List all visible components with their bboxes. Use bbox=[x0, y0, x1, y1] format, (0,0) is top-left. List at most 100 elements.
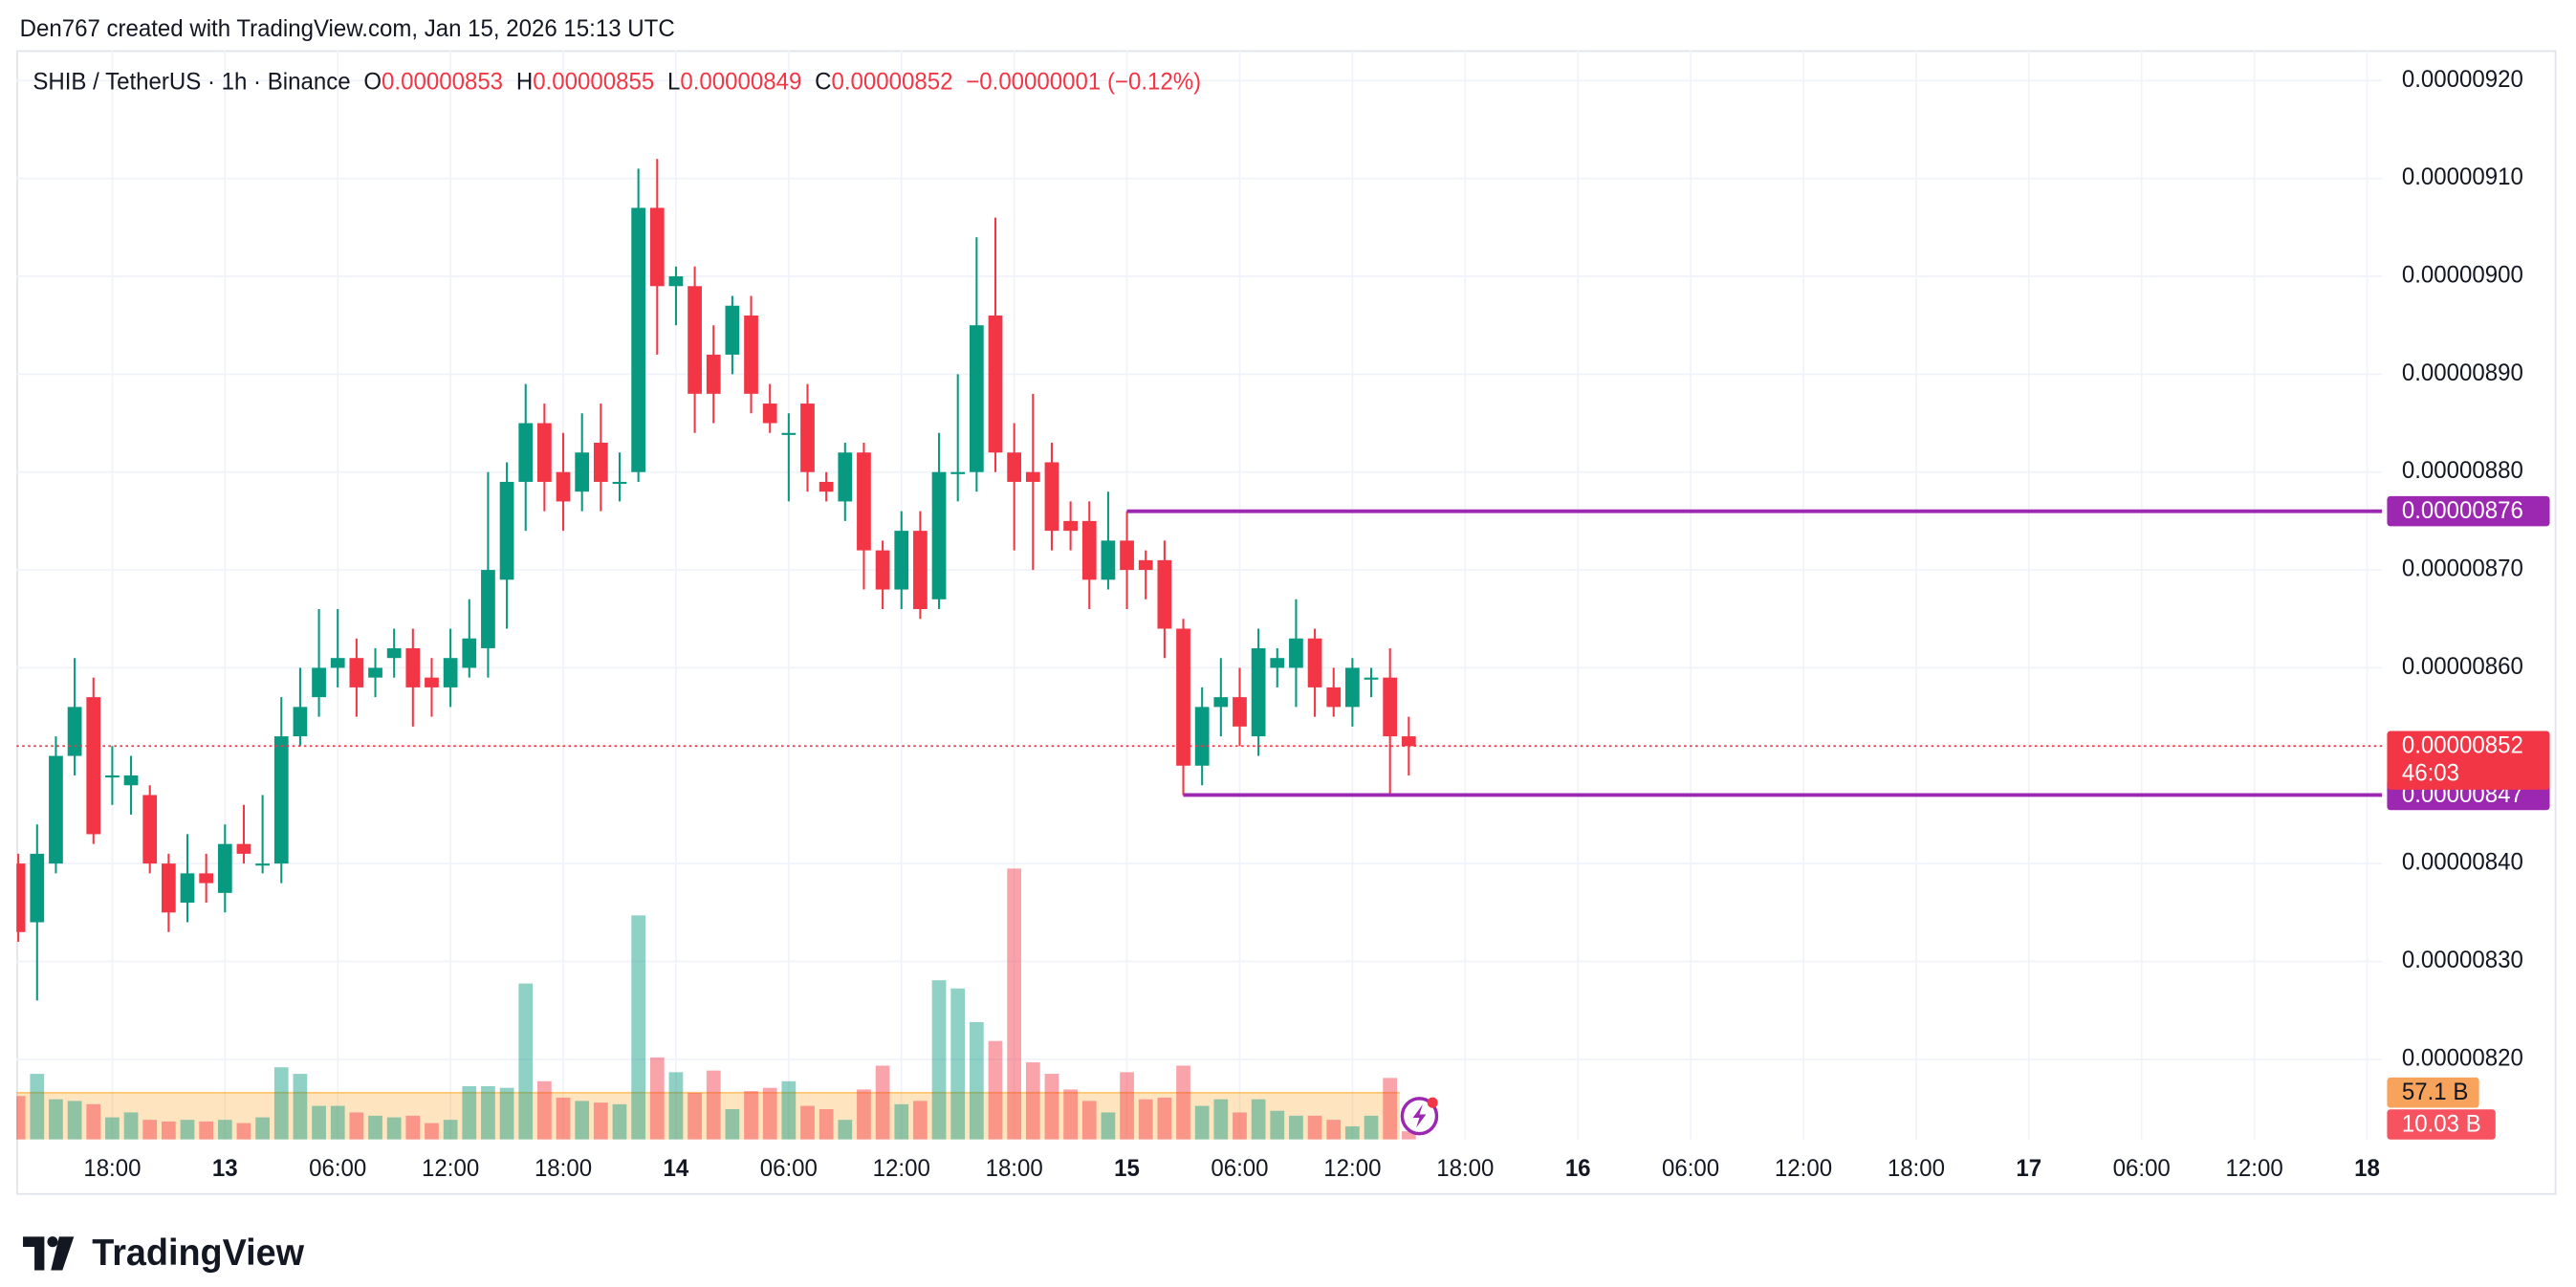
volume-bar bbox=[1194, 1105, 1210, 1140]
x-tick-label: 12:00 bbox=[422, 1156, 479, 1182]
volume-bar bbox=[16, 1096, 26, 1140]
volume-bar bbox=[123, 1112, 139, 1140]
volume-bar bbox=[349, 1112, 364, 1140]
candle-body bbox=[1345, 667, 1360, 708]
candle-body bbox=[1307, 638, 1322, 687]
volume-bar bbox=[1345, 1126, 1360, 1140]
x-tick-label: 18:00 bbox=[986, 1156, 1043, 1182]
candle-body bbox=[857, 452, 871, 551]
candle-body bbox=[1194, 707, 1210, 766]
volume-last-label: 10.03 B bbox=[2402, 1111, 2481, 1137]
volume-bar bbox=[255, 1117, 270, 1140]
volume-bar bbox=[386, 1117, 402, 1140]
volume-ma-band bbox=[16, 1092, 1400, 1140]
x-tick-label: 13 bbox=[212, 1156, 238, 1182]
volume-bar bbox=[1251, 1099, 1266, 1140]
candle-body bbox=[1101, 540, 1116, 580]
y-tick-label: 0.00000890 bbox=[2402, 360, 2523, 386]
candle-body bbox=[1401, 736, 1416, 747]
candle-body bbox=[462, 638, 477, 668]
volume-bar bbox=[575, 1101, 590, 1140]
legend-label: L bbox=[667, 70, 680, 96]
x-tick-label: 18:00 bbox=[83, 1156, 141, 1182]
legend-value: 0.00000853 bbox=[382, 70, 503, 96]
candle-body bbox=[67, 707, 82, 756]
volume-bar bbox=[405, 1115, 421, 1140]
volume-bar bbox=[819, 1108, 834, 1140]
volume-bar bbox=[931, 980, 947, 1140]
volume-bar bbox=[1401, 1131, 1416, 1140]
candle-body bbox=[49, 755, 63, 864]
volume-bar bbox=[142, 1120, 158, 1140]
volume-bar bbox=[781, 1080, 797, 1140]
candle-body bbox=[1138, 559, 1153, 571]
candle-body bbox=[236, 843, 251, 854]
candle-body bbox=[988, 315, 1003, 453]
legend-value: 0.00000849 bbox=[680, 70, 801, 96]
candle-body bbox=[1063, 520, 1078, 532]
volume-bar bbox=[969, 1021, 984, 1140]
alert-bolt bbox=[1412, 1103, 1427, 1128]
candle-body bbox=[744, 315, 758, 394]
volume-bar bbox=[499, 1087, 514, 1140]
x-tick-label: 18:00 bbox=[1436, 1156, 1494, 1182]
volume-bar bbox=[875, 1065, 890, 1140]
volume-ma-label: 57.1 B bbox=[2402, 1080, 2469, 1105]
candle-body bbox=[894, 531, 909, 590]
x-tick-label: 14 bbox=[664, 1156, 689, 1182]
volume-bar bbox=[725, 1108, 740, 1140]
volume-bar bbox=[1364, 1115, 1379, 1140]
candle-body bbox=[631, 207, 646, 472]
volume-bar bbox=[1326, 1120, 1342, 1140]
volume-bar bbox=[330, 1105, 345, 1140]
candle-body bbox=[405, 647, 421, 687]
volume-bar bbox=[744, 1091, 758, 1140]
alert-dot bbox=[1427, 1097, 1438, 1108]
volume-bar bbox=[368, 1115, 382, 1140]
candle-body bbox=[273, 736, 289, 864]
price-label-box bbox=[2387, 495, 2550, 527]
candle-body bbox=[443, 658, 458, 687]
volume-bar bbox=[1270, 1110, 1285, 1140]
candle-body bbox=[819, 481, 834, 492]
x-tick-label: 12:00 bbox=[2226, 1156, 2283, 1182]
volume-bar bbox=[706, 1070, 721, 1140]
x-tick-label: 06:00 bbox=[760, 1156, 818, 1182]
candle-body bbox=[875, 550, 890, 590]
volume-ma-box bbox=[2387, 1077, 2479, 1108]
candle-body bbox=[142, 795, 158, 864]
volume-bar bbox=[688, 1092, 702, 1140]
candle-body bbox=[499, 481, 514, 580]
x-tick-label: 06:00 bbox=[1211, 1156, 1268, 1182]
candle-body bbox=[1213, 697, 1229, 708]
candle-body bbox=[838, 452, 853, 502]
y-tick-label: 0.00000900 bbox=[2402, 262, 2523, 288]
candle-body bbox=[969, 325, 984, 472]
x-tick-label: 18:00 bbox=[1888, 1156, 1945, 1182]
volume-bar bbox=[1101, 1112, 1116, 1140]
volume-last-box bbox=[2387, 1109, 2496, 1140]
candle-body bbox=[781, 432, 797, 435]
volume-bar bbox=[950, 988, 966, 1140]
candle-body bbox=[1157, 559, 1172, 629]
volume-bar bbox=[593, 1102, 608, 1140]
candle-body bbox=[180, 873, 195, 904]
candle-body bbox=[612, 481, 627, 485]
candle-body bbox=[255, 863, 270, 866]
logo-mark bbox=[51, 1236, 75, 1271]
volume-bar bbox=[988, 1040, 1003, 1140]
x-tick-label: 12:00 bbox=[1775, 1156, 1832, 1182]
alert-icon bbox=[1400, 1097, 1439, 1136]
candle-body bbox=[1233, 697, 1247, 727]
legend-value: 0.00000855 bbox=[533, 70, 654, 96]
candle-body bbox=[1326, 687, 1342, 708]
candle-body bbox=[312, 667, 326, 698]
candle-body bbox=[368, 667, 382, 678]
candle-body bbox=[800, 404, 815, 472]
legend-change: −0.00000001 (−0.12%) bbox=[966, 70, 1201, 96]
price-label: 0.00000876 bbox=[2402, 498, 2523, 524]
volume-bar bbox=[556, 1097, 571, 1140]
legend-label: C bbox=[815, 70, 831, 96]
